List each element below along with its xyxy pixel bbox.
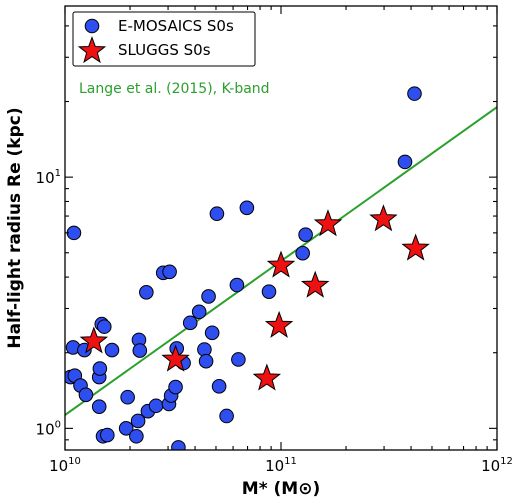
- y-tick-label: 100: [36, 419, 61, 438]
- data-point-emosaics: [182, 315, 198, 331]
- data-point-sluggs: [79, 326, 109, 354]
- data-point-emosaics: [201, 289, 216, 304]
- ticks-layer: [64, 6, 498, 450]
- data-point-emosaics: [162, 264, 177, 280]
- data-point-emosaics: [211, 379, 227, 394]
- data-point-emosaics: [219, 408, 234, 424]
- legend: E-MOSAICS S0s SLUGGS S0s: [72, 11, 256, 67]
- data-point-sluggs: [266, 250, 296, 278]
- data-point-emosaics: [100, 427, 115, 443]
- data-point-sluggs: [252, 363, 282, 391]
- tick-labels-layer: 1010 1011 1012 100 101: [36, 168, 513, 475]
- data-point-sluggs: [313, 209, 343, 237]
- data-point-emosaics: [91, 399, 107, 414]
- data-point-emosaics: [96, 319, 112, 334]
- data-point-emosaics: [407, 86, 422, 101]
- data-point-sluggs: [369, 204, 398, 232]
- x-tick-label: 1012: [481, 456, 513, 475]
- data-point-emosaics: [239, 200, 255, 216]
- y-axis-label: Half-light radius Re (kpc): [5, 107, 25, 348]
- legend-label: SLUGGS S0s: [118, 41, 211, 59]
- data-point-sluggs: [401, 233, 430, 261]
- data-point-emosaics: [129, 428, 144, 444]
- data-point-emosaics: [231, 352, 246, 367]
- y-tick-label: 101: [36, 168, 61, 187]
- data-point-emosaics: [104, 342, 120, 358]
- x-axis-label: M* (M⊙): [242, 479, 320, 499]
- plot-frame: [64, 5, 498, 451]
- data-point-emosaics: [139, 284, 154, 300]
- data-point-emosaics: [229, 277, 245, 293]
- legend-box: [72, 11, 256, 67]
- data-point-emosaics: [120, 389, 135, 405]
- data-point-emosaics: [198, 353, 214, 369]
- data-point-emosaics: [132, 343, 148, 358]
- data-point-emosaics: [66, 225, 82, 241]
- data-point-emosaics: [397, 154, 413, 170]
- data-point-emosaics: [168, 379, 183, 395]
- data-point-sluggs: [161, 344, 190, 372]
- x-tick-label: 1010: [49, 456, 81, 475]
- x-tick-label: 1011: [265, 456, 297, 475]
- data-point-emosaics: [261, 284, 277, 299]
- data-point-emosaics: [209, 206, 225, 222]
- data-point-emosaics: [204, 325, 220, 341]
- data-point-emosaics: [78, 387, 94, 403]
- legend-marker-circle: [84, 18, 100, 34]
- data-point-emosaics: [92, 361, 108, 376]
- data-point-sluggs: [300, 270, 330, 298]
- points-layer: [65, 86, 430, 450]
- legend-marker-star: [77, 36, 107, 64]
- data-point-emosaics: [295, 245, 310, 261]
- data-point-emosaics: [298, 227, 313, 243]
- fit-annotation: Lange et al. (2015), K-band: [79, 81, 270, 97]
- data-point-emosaics: [148, 398, 164, 414]
- data-point-emosaics: [171, 440, 186, 450]
- data-point-emosaics: [191, 304, 207, 320]
- data-point-emosaics: [130, 413, 146, 429]
- data-point-emosaics: [118, 421, 134, 436]
- legend-label: E-MOSAICS S0s: [118, 17, 234, 35]
- data-point-sluggs: [264, 310, 294, 338]
